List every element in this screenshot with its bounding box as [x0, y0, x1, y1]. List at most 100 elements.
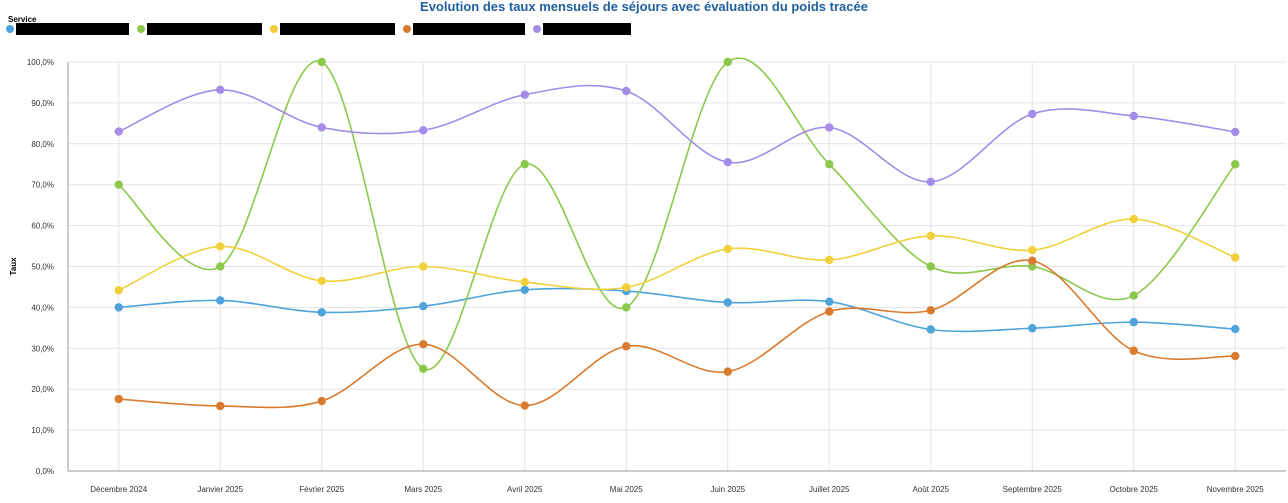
- data-point-series-2: [723, 57, 732, 67]
- y-tick-label: 30,0%: [31, 344, 54, 353]
- x-tick-label: Mars 2025: [404, 485, 442, 494]
- data-point-series-4: [825, 307, 834, 316]
- data-point-series-3: [622, 283, 631, 292]
- y-tick-label: 0,0%: [36, 467, 54, 476]
- data-point-series-2: [1231, 160, 1240, 169]
- data-point-series-3: [825, 255, 834, 265]
- data-point-series-4: [1129, 346, 1138, 355]
- data-point-series-4: [723, 367, 732, 376]
- data-point-series-3: [419, 262, 428, 271]
- legend-title: Service: [8, 15, 37, 24]
- data-point-series-3: [1129, 214, 1138, 224]
- data-point-series-1: [1129, 317, 1138, 327]
- x-tick-label: Janvier 2025: [197, 485, 243, 494]
- x-tick-label: Juin 2025: [710, 485, 745, 494]
- y-tick-label: 40,0%: [31, 303, 54, 312]
- legend-item-4[interactable]: [403, 23, 525, 35]
- series-line-5: [118, 84, 1236, 183]
- data-point-series-5: [622, 86, 631, 96]
- legend-marker: [6, 25, 14, 33]
- legend-item-5[interactable]: [533, 23, 631, 35]
- y-tick-label: 90,0%: [31, 99, 54, 108]
- data-point-series-5: [1129, 111, 1138, 121]
- y-tick-label: 70,0%: [31, 181, 54, 190]
- x-tick-label: Août 2025: [913, 485, 950, 494]
- data-point-series-3: [1028, 245, 1037, 255]
- series-line-4: [118, 259, 1236, 409]
- data-point-series-4: [317, 396, 326, 406]
- legend-item-1[interactable]: [6, 23, 129, 35]
- legend-label-redacted: [16, 23, 129, 35]
- data-point-series-5: [216, 85, 225, 95]
- data-point-series-4: [1231, 351, 1240, 361]
- legend-label-redacted: [543, 23, 631, 35]
- data-point-series-4: [1028, 256, 1037, 265]
- legend-item-2[interactable]: [137, 23, 262, 35]
- x-tick-label: Février 2025: [299, 485, 344, 494]
- data-point-series-1: [114, 303, 123, 312]
- legend-item-3[interactable]: [270, 23, 395, 35]
- x-tick-label: Avril 2025: [507, 485, 543, 494]
- legend-marker: [137, 25, 145, 33]
- y-tick-label: 60,0%: [31, 222, 54, 231]
- series-line-1: [118, 287, 1236, 333]
- data-point-series-1: [317, 308, 326, 317]
- y-tick-label: 100,0%: [27, 58, 54, 67]
- data-point-series-2: [114, 180, 123, 189]
- data-point-series-5: [317, 123, 326, 132]
- x-tick-label: Mai 2025: [610, 485, 643, 494]
- data-point-series-1: [1231, 324, 1240, 334]
- legend-label-redacted: [147, 23, 262, 35]
- x-tick-label: Novembre 2025: [1207, 485, 1264, 494]
- legend-label-redacted: [413, 23, 525, 35]
- y-tick-label: 10,0%: [31, 426, 54, 435]
- series-line-2: [118, 57, 1236, 371]
- data-point-series-1: [419, 301, 428, 311]
- data-point-series-2: [216, 262, 225, 271]
- data-point-series-3: [317, 276, 326, 286]
- x-tick-label: Juillet 2025: [809, 485, 850, 494]
- chart-title: Evolution des taux mensuels de séjours a…: [420, 0, 868, 14]
- data-point-series-5: [520, 90, 529, 99]
- y-axis-label: Taux: [9, 257, 18, 276]
- legend-marker: [403, 25, 411, 33]
- y-tick-label: 80,0%: [31, 140, 54, 149]
- data-point-series-5: [825, 123, 834, 132]
- legend-marker: [270, 25, 278, 33]
- y-tick-label: 50,0%: [31, 263, 54, 272]
- data-point-series-4: [926, 306, 935, 315]
- data-point-series-4: [520, 401, 529, 410]
- data-point-series-2: [1129, 291, 1138, 300]
- data-point-series-1: [926, 325, 935, 334]
- data-point-series-2: [926, 262, 935, 271]
- data-point-series-2: [520, 160, 529, 169]
- data-point-series-5: [1231, 127, 1240, 137]
- data-point-series-2: [317, 57, 326, 67]
- data-point-series-4: [114, 394, 123, 404]
- legend-label-redacted: [280, 23, 395, 35]
- data-point-series-5: [1028, 109, 1037, 119]
- x-tick-label: Octobre 2025: [1110, 485, 1159, 494]
- data-point-series-1: [1028, 324, 1037, 333]
- x-tick-label: Septembre 2025: [1003, 485, 1063, 494]
- y-tick-label: 20,0%: [31, 385, 54, 394]
- series-line-3: [118, 218, 1236, 291]
- data-point-series-3: [520, 277, 529, 287]
- data-point-series-5: [723, 158, 732, 167]
- data-point-series-2: [419, 364, 428, 373]
- legend: [6, 22, 639, 36]
- data-point-series-5: [926, 177, 935, 187]
- data-point-series-1: [216, 296, 225, 305]
- data-point-series-4: [622, 342, 631, 351]
- data-point-series-4: [419, 340, 428, 349]
- x-tick-label: Décembre 2024: [90, 485, 147, 494]
- data-point-series-4: [216, 401, 225, 411]
- data-point-series-2: [622, 303, 631, 312]
- data-point-series-5: [419, 126, 428, 135]
- data-point-series-5: [114, 127, 123, 136]
- data-point-series-3: [216, 242, 225, 251]
- legend-marker: [533, 25, 541, 33]
- data-point-series-3: [114, 286, 123, 295]
- data-point-series-1: [723, 298, 732, 307]
